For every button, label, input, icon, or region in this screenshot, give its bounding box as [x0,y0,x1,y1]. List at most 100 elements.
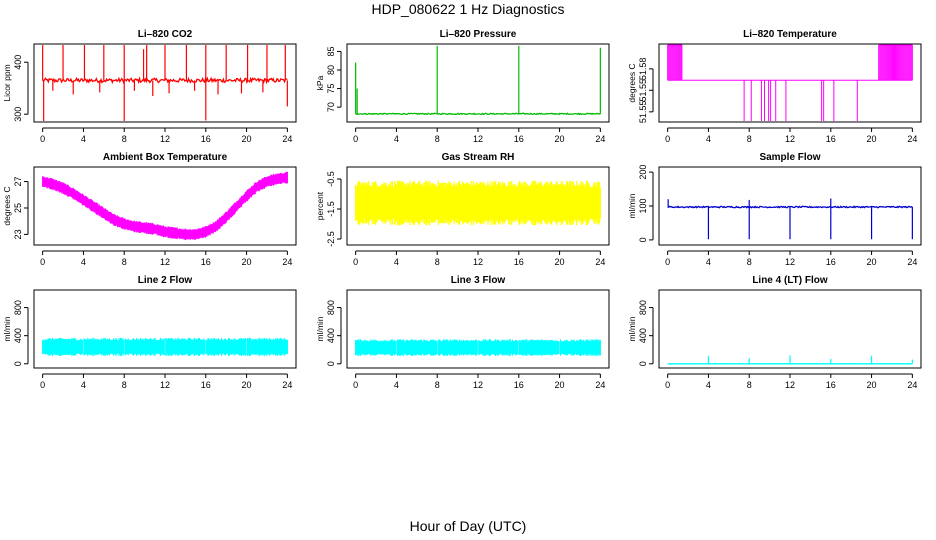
series-line [667,205,913,209]
y-tick-label: 400 [326,328,336,343]
panel-title: Li–820 Temperature [743,29,837,40]
x-tick-label: 20 [555,257,565,267]
panel-7: Line 2 Flow ml/min 0 4 8 12 16 20 24 0 400 800 [2,275,297,390]
x-tick-label: 0 [40,134,45,144]
y-tick-label: 80 [326,65,336,75]
y-tick-label: 400 [638,328,648,343]
x-tick-label: 4 [81,380,86,390]
plot-frame [346,43,610,123]
y-tick-label: 400 [13,55,23,70]
panel-title: Line 2 Flow [138,275,193,286]
y-tick-label: -0.5 [326,171,336,187]
y-tick-label: 75 [326,84,336,94]
x-tick-label: 0 [665,380,670,390]
y-tick-label: 0 [13,361,23,366]
y-tick-label: 0 [638,361,648,366]
x-tick-label: 16 [826,257,836,267]
y-axis: 23 25 27 [13,177,29,239]
x-tick-label: 8 [747,257,752,267]
x-tick-label: 8 [122,380,127,390]
x-axis: 0 4 8 12 16 20 24 [40,127,292,144]
x-tick-label: 24 [907,380,917,390]
x-tick-label: 20 [555,134,565,144]
x-tick-label: 16 [514,380,524,390]
y-tick-label: 800 [13,300,23,315]
panel-8: Line 3 Flow ml/min 0 4 8 12 16 20 24 0 400 800 [315,275,610,390]
y-axis: 70 75 80 85 [326,46,342,112]
x-axis: 0 4 8 12 16 20 24 [40,373,292,390]
x-tick-label: 24 [907,257,917,267]
y-axis: -0.5 -1.5 -2.5 [326,171,342,247]
panel-title: Gas Stream RH [442,152,515,163]
y-tick-label: 51.55 [638,79,648,102]
y-axis: 0 400 800 [326,300,342,366]
plot-frame [33,43,297,123]
plot-frame [33,166,297,246]
y-axis: 0 400 800 [13,300,29,366]
x-tick-label: 12 [160,380,170,390]
x-tick-label: 20 [867,257,877,267]
plot-series [42,171,288,241]
x-tick-label: 12 [473,134,483,144]
x-tick-label: 4 [81,257,86,267]
x-tick-label: 20 [242,380,252,390]
x-tick-label: 16 [201,380,211,390]
figure-xlabel: Hour of Day (UTC) [409,518,527,534]
panel-title: Line 4 (LT) Flow [752,275,828,286]
y-tick-label: 27 [13,177,23,187]
x-tick-label: 16 [201,257,211,267]
plot-series [667,198,913,240]
y-tick-label: 800 [326,300,336,315]
plot-series [355,339,601,357]
y-tick-label: -1.5 [326,201,336,217]
x-axis: 0 4 8 12 16 20 24 [665,373,917,390]
y-tick-label: 800 [638,300,648,315]
panel-title: Line 3 Flow [451,275,506,286]
x-tick-label: 8 [747,380,752,390]
y-axis-label: ml/min [2,316,12,341]
x-tick-label: 0 [353,134,358,144]
y-axis-label: ml/min [627,193,637,218]
y-tick-label: 200 [638,165,648,180]
plot-series [667,44,913,121]
y-tick-label: 51.55 [638,101,648,124]
plot-frame [658,166,922,246]
x-tick-label: 0 [40,257,45,267]
x-tick-label: 4 [706,134,711,144]
panel-6: Sample Flow ml/min 0 4 8 12 16 20 24 0 100 200 [627,152,922,267]
x-tick-label: 0 [40,380,45,390]
x-tick-label: 4 [394,134,399,144]
x-tick-label: 20 [867,380,877,390]
y-tick-label: 100 [638,198,648,213]
x-tick-label: 20 [242,257,252,267]
panel-9: Line 4 (LT) Flow ml/min 0 4 8 12 16 20 24 0 400 800 [627,275,922,390]
x-tick-label: 16 [514,134,524,144]
y-axis-label: degrees C [2,186,12,225]
y-tick-label: 300 [13,107,23,122]
x-tick-label: 16 [201,134,211,144]
y-axis: 0 100 200 [638,165,654,242]
x-tick-label: 4 [81,134,86,144]
plot-frame [346,166,610,246]
series-line [355,112,601,116]
panel-title: Li–820 Pressure [440,29,517,40]
x-axis: 0 4 8 12 16 20 24 [353,127,605,144]
panel-title: Li–820 CO2 [138,29,193,40]
x-tick-label: 0 [353,380,358,390]
y-tick-label: 85 [326,46,336,56]
x-tick-label: 20 [867,134,877,144]
x-tick-label: 24 [907,134,917,144]
panel-2: Li–820 Pressure kPa 0 4 8 12 16 20 24 70 75 80 85 [315,29,610,144]
x-axis: 0 4 8 12 16 20 24 [40,250,292,267]
plot-series [355,45,601,116]
y-tick-label: 0 [638,237,648,242]
x-tick-label: 24 [595,134,605,144]
x-tick-label: 12 [160,134,170,144]
x-tick-label: 0 [665,257,670,267]
x-tick-label: 24 [282,257,292,267]
x-axis: 0 4 8 12 16 20 24 [353,250,605,267]
x-tick-label: 16 [826,380,836,390]
x-tick-label: 24 [282,134,292,144]
x-tick-label: 16 [826,134,836,144]
